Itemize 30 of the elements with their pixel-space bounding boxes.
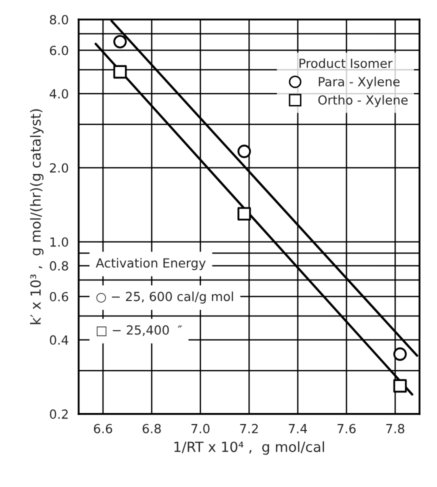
y-tick-label: 4.0 [50, 89, 68, 99]
point [238, 207, 251, 221]
y-tick-label: 0.8 [50, 261, 68, 271]
x-tick-label: 7.8 [386, 424, 404, 434]
y-tick-label: 0.6 [50, 292, 68, 302]
y-tick-label: 6.0 [50, 46, 68, 56]
x-tick-label: 7.4 [288, 424, 308, 434]
x-axis-title: 1/RT x 10⁴ , g mol/cal [174, 441, 324, 455]
point [238, 144, 251, 158]
x-tick-label: 7.2 [240, 424, 258, 434]
y-tick-label: 2.0 [50, 163, 68, 173]
legend-label: Ortho - Xylene [318, 95, 408, 108]
annotation: ○ − 25, 600 cal/g mol [96, 292, 233, 304]
point [393, 379, 407, 393]
point [393, 347, 407, 361]
x-tick-label: 6.8 [142, 424, 161, 434]
y-tick-label: 1.0 [50, 237, 68, 247]
legend-title: Product Isomer [300, 58, 393, 68]
point [113, 34, 127, 48]
x-tick-label: 7.0 [191, 424, 210, 434]
annotation: Activation Energy [96, 258, 206, 270]
point [113, 65, 127, 79]
x-tick-label: 6.6 [94, 424, 112, 434]
annotation: □ − 25,400 ″ [96, 325, 182, 336]
y-tick-label: 8.0 [50, 14, 68, 24]
x-tick-label: 7.6 [338, 424, 356, 434]
y-tick-label: 0.2 [50, 409, 68, 419]
y-tick-label: 0.4 [50, 335, 68, 345]
y-axis-title: k′ x 10³ , g mol/(hr)(g catalyst) [30, 109, 44, 324]
legend-label: Para - Xylene [318, 76, 400, 89]
